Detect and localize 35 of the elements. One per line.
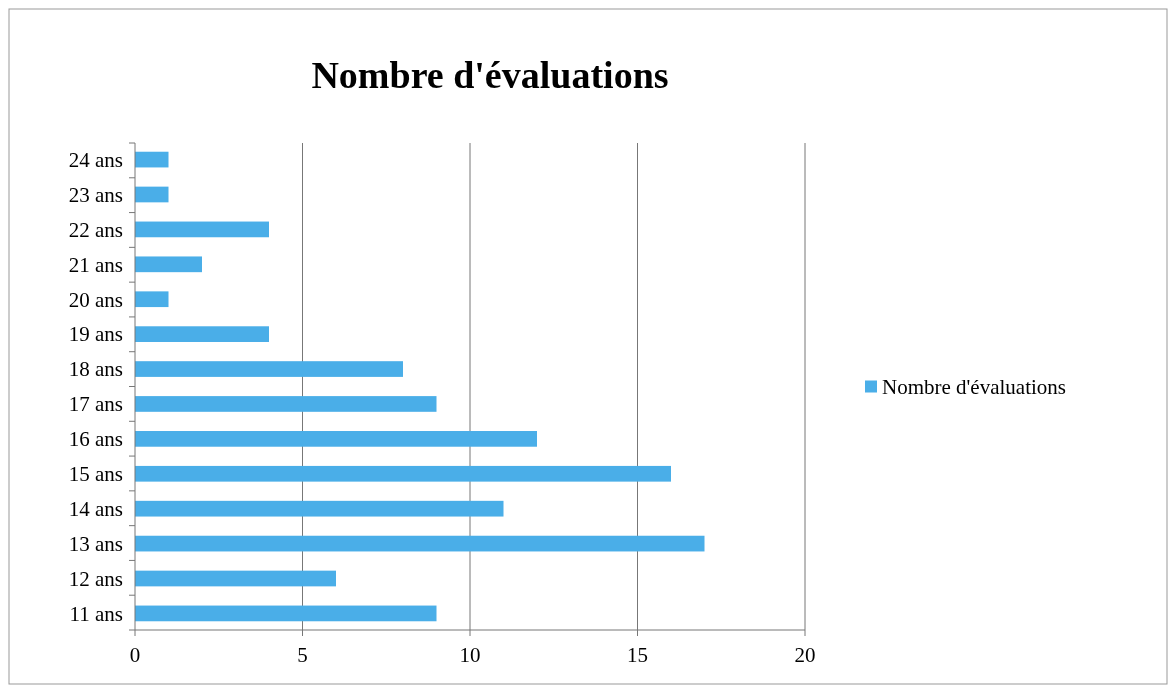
y-tick-label: 13 ans [68, 531, 123, 556]
y-tick-label: 12 ans [68, 566, 123, 591]
chart-title: Nombre d'évaluations [311, 54, 669, 96]
y-tick-label: 20 ans [68, 287, 123, 312]
bar [135, 151, 169, 168]
bar [135, 500, 504, 517]
bar [135, 396, 437, 412]
bar [135, 291, 169, 308]
bar [135, 186, 169, 203]
x-tick-label: 5 [297, 643, 308, 667]
x-tick-label: 10 [459, 643, 481, 667]
y-tick-label: 11 ans [69, 601, 123, 626]
y-tick-label: 15 ans [68, 462, 123, 487]
bar [135, 570, 336, 587]
y-tick-label: 17 ans [68, 392, 123, 417]
bar [135, 535, 705, 552]
legend-label: Nombre d'évaluations [882, 374, 1066, 399]
y-tick-label: 24 ans [68, 147, 123, 172]
bar [135, 256, 202, 273]
bar [135, 326, 269, 342]
y-tick-label: 23 ans [68, 182, 123, 207]
y-tick-label: 18 ans [68, 357, 123, 382]
y-tick-label: 22 ans [68, 217, 123, 242]
bar [135, 465, 671, 482]
y-tick-label: 19 ans [68, 322, 123, 347]
x-tick-label: 0 [129, 643, 141, 667]
y-tick-label: 16 ans [68, 427, 123, 452]
y-tick-label: 21 ans [68, 252, 123, 277]
bar [135, 605, 437, 622]
y-tick-label: 14 ans [68, 497, 123, 522]
x-tick-label: 15 [627, 643, 648, 667]
x-tick-label: 20 [794, 643, 816, 667]
bar [135, 221, 269, 238]
bar [135, 361, 403, 377]
bar [135, 431, 537, 447]
